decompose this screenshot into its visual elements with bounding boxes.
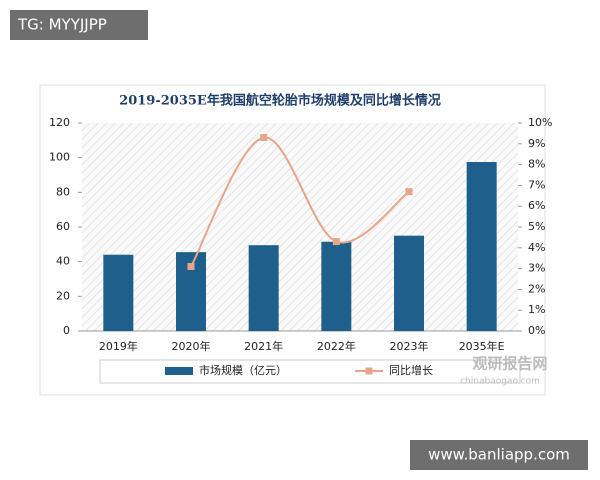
y-tick-label: 120 xyxy=(49,116,70,129)
source-url: chinabaogao.com xyxy=(460,377,540,387)
y2-tick-label: 0% xyxy=(528,324,545,337)
y2-tick-label: 5% xyxy=(528,220,545,233)
legend-label: 市场规模（亿元） xyxy=(199,363,287,377)
y2-tick-label: 6% xyxy=(528,199,545,212)
watermark-box xyxy=(10,10,148,40)
line-marker xyxy=(332,238,340,246)
legend-swatch xyxy=(165,367,193,375)
x-tick-label: 2035年E xyxy=(459,339,505,353)
line-marker xyxy=(405,188,413,196)
line-marker xyxy=(187,263,195,271)
line-marker xyxy=(260,134,268,142)
y2-tick-label: 10% xyxy=(528,116,552,129)
y2-tick-label: 2% xyxy=(528,282,545,295)
bar xyxy=(394,235,424,331)
source-logo: 观研报告网 xyxy=(472,355,547,373)
chart-title: 2019-2035E年我国航空轮胎市场规模及同比增长情况 xyxy=(119,93,441,109)
y2-tick-label: 1% xyxy=(528,303,545,316)
watermark-text: www.banliapp.com xyxy=(428,446,570,464)
y2-tick-label: 4% xyxy=(528,241,545,254)
watermark-text: TG: MYYJJPP xyxy=(17,16,107,34)
y-tick-label: 20 xyxy=(56,289,70,302)
bar xyxy=(321,241,352,331)
y-tick-label: 0 xyxy=(63,324,70,337)
bar xyxy=(103,254,134,331)
line xyxy=(190,136,410,268)
y2-tick-label: 7% xyxy=(528,178,545,191)
x-tick-label: 2023年 xyxy=(390,339,429,353)
bar xyxy=(466,162,497,331)
y2-tick-label: 9% xyxy=(528,137,545,150)
x-tick-label: 2020年 xyxy=(172,339,211,353)
watermark-box xyxy=(410,440,588,470)
bar xyxy=(248,245,279,331)
y-tick-label: 60 xyxy=(56,220,70,233)
plot-area xyxy=(82,123,518,331)
legend-label: 同比增长 xyxy=(389,363,433,377)
y-tick-label: 40 xyxy=(56,255,70,268)
y-tick-label: 100 xyxy=(49,151,70,164)
legend-swatch xyxy=(365,367,373,375)
x-tick-label: 2022年 xyxy=(317,339,356,353)
x-tick-label: 2019年 xyxy=(99,339,138,353)
legend-box xyxy=(99,359,521,384)
y2-tick-label: 8% xyxy=(528,158,545,171)
x-tick-label: 2021年 xyxy=(244,339,283,353)
y-tick-label: 80 xyxy=(56,185,70,198)
y2-tick-label: 3% xyxy=(528,262,545,275)
